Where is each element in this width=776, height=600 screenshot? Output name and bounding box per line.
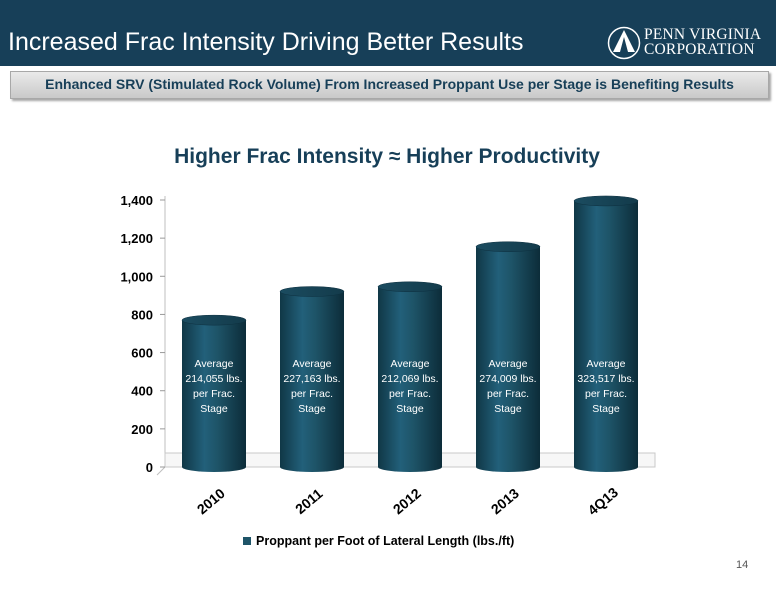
bar-body: [574, 200, 638, 473]
bar-annotation-line: Average: [587, 358, 626, 370]
bar-annotation-line: Average: [293, 358, 332, 370]
bar-2013: [475, 241, 541, 472]
bar-2011: [279, 286, 345, 472]
bar-cap: [279, 286, 345, 297]
bar-annotation-line: Stage: [494, 403, 522, 415]
bar-annotation-line: per Frac.: [585, 388, 627, 400]
bar-body: [476, 246, 540, 472]
bar-annotation-line: 212,069 lbs.: [381, 373, 438, 385]
bar-annotation-line: per Frac.: [389, 388, 431, 400]
bar-2012: [377, 281, 443, 472]
y-tick-label: 600: [131, 346, 153, 361]
y-tick-label: 1,400: [120, 193, 153, 208]
subtitle: Enhanced SRV (Stimulated Rock Volume) Fr…: [45, 76, 734, 92]
x-tick-label: 2011: [292, 485, 326, 517]
legend-swatch: [243, 537, 251, 545]
y-tick-label: 0: [146, 460, 153, 475]
bar-annotation-line: 227,163 lbs.: [283, 373, 340, 385]
bar-4Q13: [573, 195, 639, 473]
bar-annotation-line: Average: [489, 358, 528, 370]
bar-annotation-line: Stage: [200, 403, 228, 415]
bar-annotation-line: Average: [195, 358, 234, 370]
page-title: Increased Frac Intensity Driving Better …: [8, 28, 524, 56]
bar-cap: [181, 314, 247, 326]
logo-text: PENN VIRGINIA CORPORATION: [644, 26, 762, 58]
bar-cap: [377, 281, 443, 293]
y-tick-label: 400: [131, 384, 153, 399]
bar-2010: [181, 314, 247, 472]
legend-label: Proppant per Foot of Lateral Length (lbs…: [256, 534, 514, 548]
y-tick-label: 200: [131, 422, 153, 437]
bar-annotation-line: 214,055 lbs.: [185, 373, 242, 385]
bar-annotation-line: 274,009 lbs.: [479, 373, 536, 385]
y-tick-label: 1,000: [120, 269, 153, 284]
bar-cap: [475, 241, 541, 252]
bar-annotation-line: Stage: [592, 403, 620, 415]
x-tick-label: 4Q13: [585, 484, 622, 518]
y-tick-label: 1,200: [120, 231, 153, 246]
bar-body: [280, 291, 344, 472]
bar-annotation-line: Average: [391, 358, 430, 370]
x-tick-label: 2012: [390, 485, 424, 517]
bar-cap: [573, 195, 639, 207]
bar-body: [378, 286, 442, 472]
bar-annotation-line: per Frac.: [193, 388, 235, 400]
bar-annotation-line: Stage: [396, 403, 424, 415]
x-tick-label: 2013: [488, 485, 522, 517]
page-number: 14: [736, 559, 749, 571]
logo-triangle-icon: [607, 26, 641, 60]
bar-annotation-line: Stage: [298, 403, 326, 415]
bar-annotation-line: per Frac.: [291, 388, 333, 400]
subtitle-bar: Enhanced SRV (Stimulated Rock Volume) Fr…: [10, 71, 769, 99]
y-tick-label: 800: [131, 307, 153, 322]
bar-body: [182, 320, 246, 472]
logo-line-1: PENN VIRGINIA: [644, 26, 762, 43]
x-tick-label: 2010: [194, 485, 228, 517]
bar-annotation-line: per Frac.: [487, 388, 529, 400]
bar-annotation-line: 323,517 lbs.: [577, 373, 634, 385]
logo-line-2: CORPORATION: [644, 41, 755, 58]
legend: Proppant per Foot of Lateral Length (lbs…: [243, 534, 514, 548]
header-bar: Increased Frac Intensity Driving Better …: [0, 0, 776, 66]
chart-title: Higher Frac Intensity ≈ Higher Productiv…: [174, 145, 600, 168]
company-logo: PENN VIRGINIA CORPORATION: [607, 26, 771, 62]
